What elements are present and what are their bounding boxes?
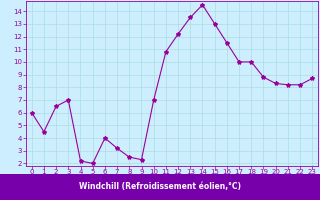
Text: Windchill (Refroidissement éolien,°C): Windchill (Refroidissement éolien,°C) [79, 182, 241, 192]
